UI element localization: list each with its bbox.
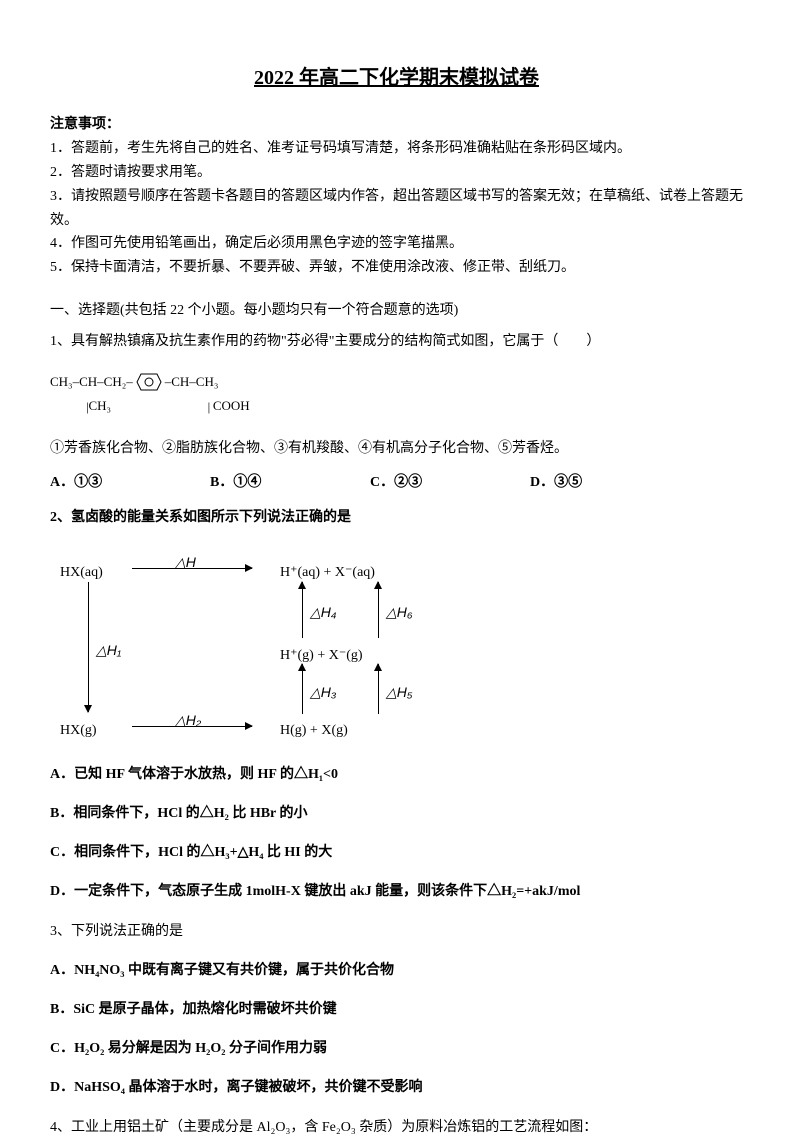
- q4-stem: 4、工业上用铝土矿（主要成分是 Al₂O₃，含 Fe₂O₃ 杂质）为原料冶炼铝的…: [50, 1115, 743, 1140]
- arrow-h6: [378, 582, 379, 638]
- instruction-1: 1．答题前，考生先将自己的姓名、准考证号码填写清楚，将条形码准确粘贴在条形码区域…: [50, 137, 743, 161]
- q3-opt-b: B．SiC 是原子晶体，加热熔化时需破坏共价键: [50, 997, 743, 1022]
- hx-aq-label: HX(aq): [60, 560, 103, 585]
- dh2-label: △H₂: [175, 708, 201, 734]
- q1-sub: ①芳香族化合物、②脂肪族化合物、③有机羧酸、④有机高分子化合物、⑤芳香烃。: [50, 436, 743, 461]
- hx-g-label: HX(g): [60, 718, 97, 743]
- arrow-h3: [302, 664, 303, 714]
- q3-opt-a: A．NH₄NO₃ 中既有离子键又有共价键，属于共价化合物: [50, 958, 743, 983]
- q1-opt-a: A．①③: [50, 470, 210, 495]
- chem-top-right: –CH–CH₃: [165, 370, 219, 393]
- dh-label: △H: [175, 550, 196, 576]
- q1-opt-c: C．②③: [370, 470, 530, 495]
- chem-bot-right: COOH: [213, 398, 250, 413]
- q2-opt-c: C．相同条件下，HCl 的△H₃+△H₄ 比 HI 的大: [50, 840, 743, 865]
- h-g-label: H(g) + X(g): [280, 718, 348, 743]
- arrow-h4: [302, 582, 303, 638]
- q3-opt-d: D．NaHSO₄ 晶体溶于水时，离子键被破坏，共价键不受影响: [50, 1075, 743, 1100]
- chem-top-left: CH₃–CH–CH₂–: [50, 370, 133, 393]
- dh4-label: △H₄: [310, 600, 337, 626]
- arrow-h5: [378, 664, 379, 714]
- q2-opt-a: A．已知 HF 气体溶于水放热，则 HF 的△H₁<0: [50, 762, 743, 787]
- q2-opt-b: B．相同条件下，HCl 的△H₂ 比 HBr 的小: [50, 801, 743, 826]
- h-aq-label: H⁺(aq) + X⁻(aq): [280, 560, 375, 585]
- q3-stem: 3、下列说法正确的是: [50, 919, 743, 944]
- q1-opt-d: D．③⑤: [530, 470, 690, 495]
- instruction-4: 4．作图可先使用铅笔画出，确定后必须用黑色字迹的签字笔描黑。: [50, 232, 743, 256]
- q2-stem: 2、氢卤酸的能量关系如图所示下列说法正确的是: [50, 505, 743, 530]
- q2-opt-d: D．一定条件下，气态原子生成 1molH-X 键放出 akJ 能量，则该条件下△…: [50, 879, 743, 904]
- dh3-label: △H₃: [310, 680, 336, 706]
- dh1-label: △H₁: [96, 638, 121, 664]
- arrow-left-down: [88, 582, 89, 712]
- q3-opt-c: C．H₂O₂ 易分解是因为 H₂O₂ 分子间作用力弱: [50, 1036, 743, 1061]
- instruction-3: 3．请按照题号顺序在答题卡各题目的答题区域内作答，超出答题区域书写的答案无效；在…: [50, 185, 743, 233]
- chem-bot-left: CH₃: [89, 398, 112, 413]
- chem-line-bottom: | CH₃ | COOH: [50, 394, 250, 417]
- q2-energy-diagram: HX(aq) △H H⁺(aq) + X⁻(aq) △H₁ HX(g) △H₂ …: [60, 548, 500, 748]
- q1-chem-structure: CH₃–CH–CH₂– –CH–CH₃ | CH₃ | COOH: [50, 370, 743, 420]
- q1-options: A．①③ B．①④ C．②③ D．③⑤: [50, 470, 743, 495]
- q1-stem: 1、具有解热镇痛及抗生素作用的药物"芬必得"主要成分的结构简式如图，它属于（ ）: [50, 329, 743, 354]
- dh6-label: △H₆: [386, 600, 413, 626]
- instruction-5: 5．保持卡面清洁，不要折暴、不要弄破、弄皱，不准使用涂改液、修正带、刮纸刀。: [50, 256, 743, 280]
- chem-line-top: CH₃–CH–CH₂– –CH–CH₃: [50, 370, 218, 393]
- page-title: 2022 年高二下化学期末模拟试卷: [50, 60, 743, 96]
- q1-opt-b: B．①④: [210, 470, 370, 495]
- instruction-2: 2．答题时请按要求用笔。: [50, 161, 743, 185]
- section-1-header: 一、选择题(共包括 22 个小题。每小题均只有一个符合题意的选项): [50, 298, 743, 323]
- benzene-ring-icon: [135, 372, 163, 392]
- instructions-header: 注意事项：: [50, 112, 743, 137]
- h-g-ion-label: H⁺(g) + X⁻(g): [280, 643, 363, 668]
- dh5-label: △H₅: [386, 680, 413, 706]
